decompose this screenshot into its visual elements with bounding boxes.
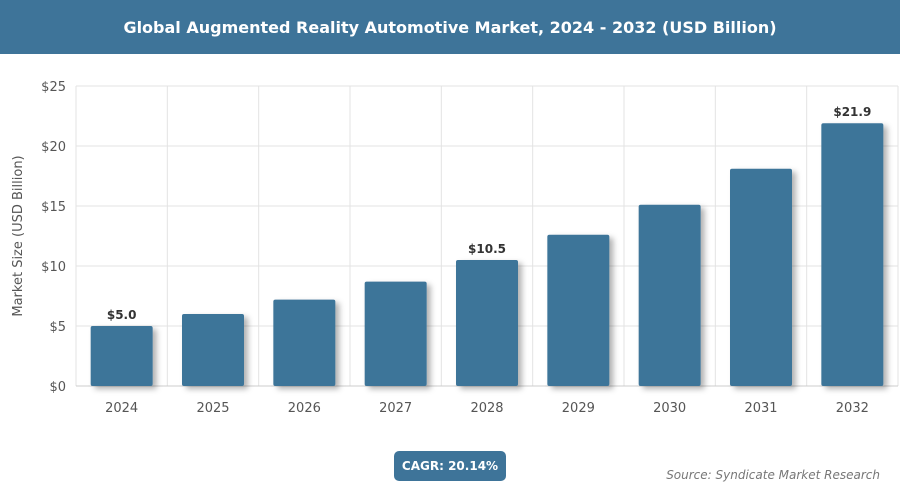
x-tick-label: 2024 (105, 401, 138, 416)
y-tick-label: $5 (49, 320, 66, 335)
data-label: $21.9 (833, 105, 871, 119)
x-tick-label: 2028 (470, 401, 503, 416)
y-tick-label: $10 (41, 260, 66, 275)
x-tick-label: 2030 (653, 401, 686, 416)
bar-2030 (638, 204, 701, 386)
x-tick-label: 2026 (288, 401, 321, 416)
y-tick-label: $25 (41, 80, 66, 95)
y-tick-label: $20 (41, 140, 66, 155)
bar-2027 (364, 281, 427, 386)
x-tick-label: 2027 (379, 401, 412, 416)
data-label: $5.0 (107, 308, 137, 322)
x-tick-label: 2029 (562, 401, 595, 416)
cagr-badge: CAGR: 20.14% (394, 451, 506, 481)
bar-2029 (547, 234, 610, 386)
y-axis-label: Market Size (USD Billion) (11, 155, 26, 316)
x-tick-label: 2032 (836, 401, 869, 416)
bar-2025 (182, 314, 244, 386)
data-label: $10.5 (468, 242, 506, 256)
x-tick-label: 2025 (196, 401, 229, 416)
chart-title: Global Augmented Reality Automotive Mark… (0, 0, 900, 54)
bar-2031 (730, 168, 792, 386)
bar-2028 (456, 260, 518, 386)
bar-2026 (273, 299, 336, 386)
x-tick-label: 2031 (744, 401, 777, 416)
y-tick-label: $15 (41, 200, 66, 215)
bar-2024 (90, 326, 153, 386)
y-tick-label: $0 (49, 380, 66, 395)
bar-2032 (821, 123, 884, 386)
source-note: Source: Syndicate Market Research (666, 468, 880, 482)
